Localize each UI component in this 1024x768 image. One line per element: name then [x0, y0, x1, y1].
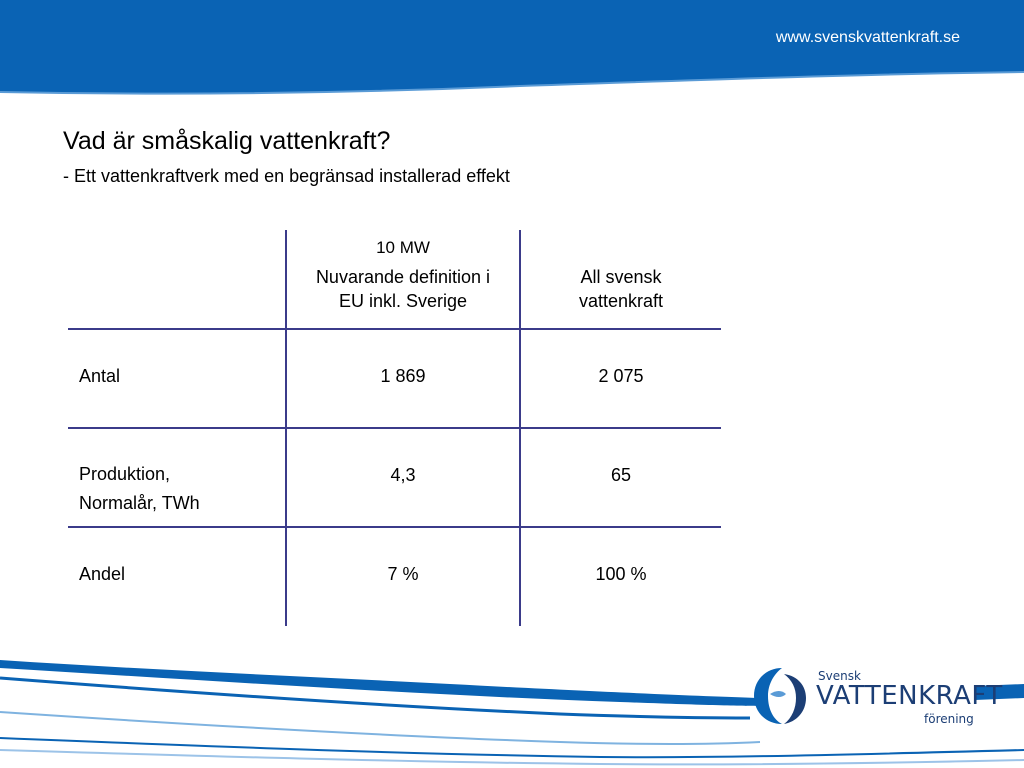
row-label-line: Produktion,: [79, 464, 171, 484]
table-divider-horizontal: [68, 427, 721, 429]
table-cell: 1 869: [380, 366, 426, 386]
column-header-line: vattenkraft: [578, 291, 664, 311]
logo-text-main: VATTENKRAFT: [816, 681, 1003, 711]
header-wave: [0, 0, 1024, 95]
logo-mark-icon: [754, 668, 806, 724]
column-header-line: Nuvarande definition i: [315, 267, 491, 287]
data-table: 10 MW Nuvarande definition i EU inkl. Sv…: [68, 230, 721, 626]
row-label-line: Normalår, TWh: [79, 493, 200, 513]
logo-text-small: Svensk: [818, 669, 861, 683]
table-cell: 100 %: [595, 564, 647, 584]
row-label-antal: Antal: [79, 366, 121, 386]
row-label-andel: Andel: [79, 564, 126, 584]
site-url[interactable]: www.svenskvattenkraft.se: [775, 29, 960, 46]
table-cell: 65: [610, 465, 632, 485]
column-header-line: All svensk: [580, 267, 662, 287]
table-cell: 4,3: [390, 465, 416, 485]
column-header-10mw: 10 MW Nuvarande definition i EU inkl. Sv…: [287, 236, 519, 313]
column-header-all: All svensk vattenkraft: [521, 265, 721, 313]
table-cell: 2 075: [598, 366, 644, 386]
slide-title: Vad är småskalig vattenkraft?: [63, 127, 391, 155]
table-divider-horizontal: [68, 328, 721, 330]
logo-text-sub: förening: [924, 712, 974, 726]
column-header-line: EU inkl. Sverige: [338, 291, 468, 311]
table-divider-horizontal: [68, 526, 721, 528]
slide-subtitle: - Ett vattenkraftverk med en begränsad i…: [63, 166, 510, 186]
column-header-line: 10 MW: [376, 238, 430, 257]
footer-wave: [0, 660, 1024, 766]
logo: Svensk VATTENKRAFT förening: [748, 664, 1003, 730]
row-label-produktion: Produktion, Normalår, TWh: [79, 462, 200, 515]
table-cell: 7 %: [387, 564, 419, 584]
